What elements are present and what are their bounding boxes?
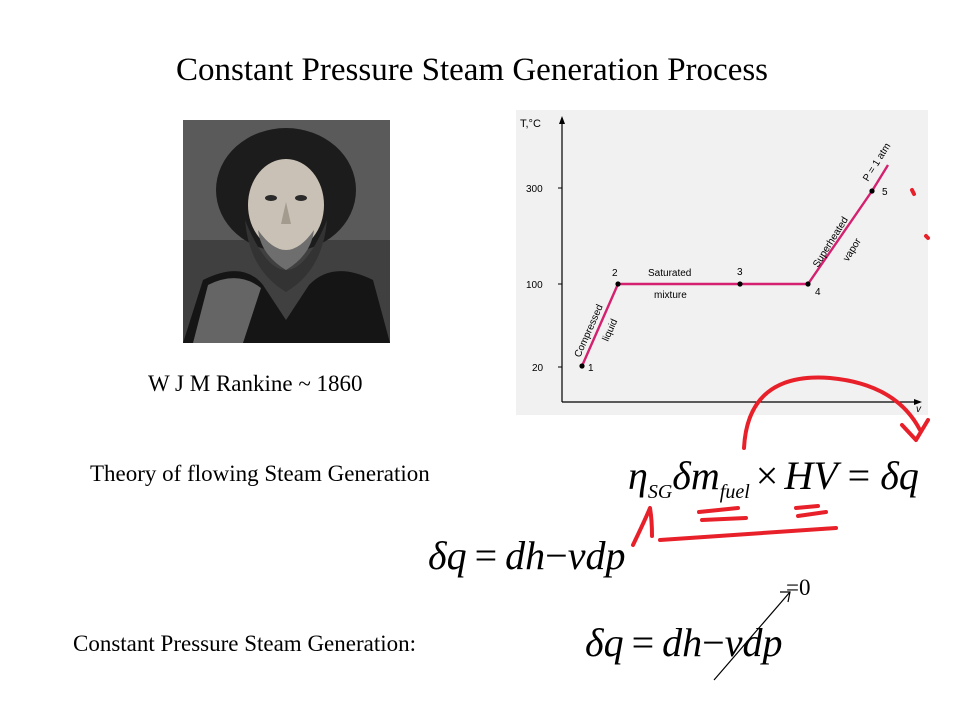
y-tick-100: 100: [526, 280, 543, 291]
point-label-3: 3: [737, 267, 743, 278]
energy-equation: δq = dh−vdp: [428, 532, 625, 579]
portrait-caption: W J M Rankine ~ 1860: [148, 371, 363, 396]
hv-term: HV: [784, 453, 838, 498]
equals-operator: =: [474, 533, 498, 578]
equals-operator: =: [847, 453, 871, 498]
vapor-label: vapor: [841, 236, 864, 264]
minus-operator: −: [702, 620, 725, 665]
constant-pressure-equation: δq = dh−vdp: [585, 619, 782, 666]
y-axis-label: T,°C: [520, 118, 541, 130]
delta-q-term: δq: [585, 620, 624, 665]
superheated-label: Superheated: [811, 215, 851, 269]
delta-q-term: δq: [880, 453, 919, 498]
equals-operator: =: [631, 620, 655, 665]
constant-pressure-label: Constant Pressure Steam Generation:: [73, 631, 417, 656]
point-label-1: 1: [588, 363, 594, 374]
red-left-arrowhead: [631, 506, 654, 547]
point-label-5: 5: [882, 187, 888, 198]
point-label-4: 4: [815, 287, 821, 298]
red-arrowhead: [900, 418, 930, 442]
y-axis-arrow: [559, 116, 565, 124]
state-point-5: [869, 188, 875, 194]
times-operator: ×: [755, 453, 779, 498]
liquid-label: liquid: [601, 317, 621, 343]
process-line: [580, 164, 890, 367]
state-point-3: [737, 281, 743, 287]
fuel-subscript: fuel: [719, 481, 750, 503]
efficiency-equation: ηSGδmfuel × HV = δq: [628, 452, 919, 504]
saturated-label: Saturated: [648, 268, 691, 279]
x-axis-label: v: [916, 404, 922, 415]
state-point-1: [579, 363, 585, 369]
red-equal-mark-right-top: [794, 504, 820, 510]
rankine-portrait: [183, 120, 390, 343]
y-tick-20: 20: [532, 363, 544, 374]
state-point-4: [805, 281, 811, 287]
theory-label: Theory of flowing Steam Generation: [90, 461, 430, 486]
mixture-label: mixture: [654, 290, 687, 301]
point-label-2: 2: [612, 268, 618, 279]
red-underline: [658, 526, 838, 542]
red-equal-mark-top: [697, 506, 740, 514]
minus-operator: −: [545, 533, 568, 578]
pressure-label: P = 1 atm: [861, 141, 893, 183]
delta-q-term: δq: [428, 533, 467, 578]
sg-subscript: SG: [647, 481, 673, 503]
dh-term: dh: [505, 533, 546, 578]
delta-m-term: δm: [672, 453, 720, 498]
dh-term: dh: [662, 620, 703, 665]
vdp-term: vdp: [567, 533, 626, 578]
vdp-term: vdp: [724, 620, 783, 665]
zero-label: =0: [786, 575, 811, 600]
slide-title: Constant Pressure Steam Generation Proce…: [175, 52, 769, 88]
red-equal-mark-bottom: [700, 516, 748, 522]
y-tick-300: 300: [526, 184, 543, 195]
red-equal-mark-right-bottom: [796, 510, 828, 518]
tv-diagram: T,°C v 300 100 20 1 2 3 4 5 Compressed l…: [516, 110, 928, 415]
tv-diagram-svg: T,°C v 300 100 20 1 2 3 4 5 Compressed l…: [520, 116, 922, 415]
portrait-image: [183, 120, 390, 343]
state-point-2: [615, 281, 621, 287]
eta-symbol: η: [628, 453, 648, 498]
